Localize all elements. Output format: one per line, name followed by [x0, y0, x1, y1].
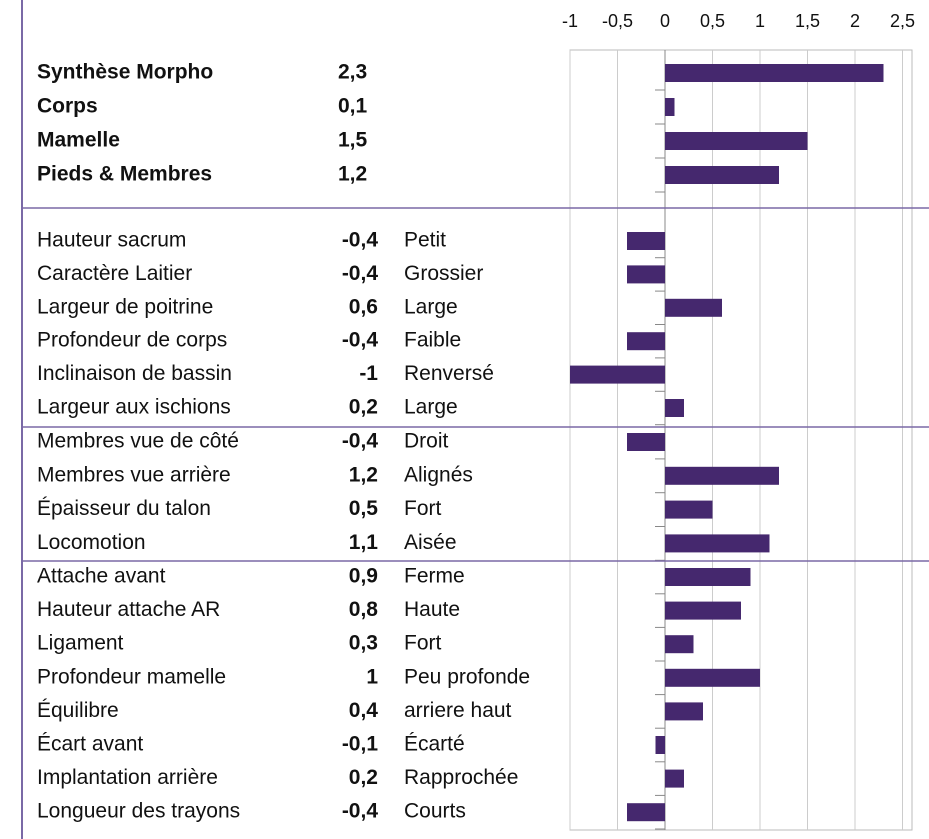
row-name: Largeur de poitrine	[37, 295, 213, 318]
row-name: Caractère Laitier	[37, 262, 192, 285]
row-descriptor: Peu profonde	[404, 665, 530, 688]
bar	[665, 399, 684, 417]
bar	[627, 433, 665, 451]
row-name: Ligament	[37, 632, 124, 655]
row-descriptor: Rapprochée	[404, 766, 518, 789]
row-descriptor: Écarté	[404, 733, 465, 756]
bar	[665, 702, 703, 721]
row-value: 1	[366, 665, 378, 688]
row-name: Inclinaison de bassin	[37, 362, 232, 385]
bar	[665, 568, 751, 586]
bar	[665, 98, 675, 116]
bar	[665, 64, 884, 82]
row-name: Équilibre	[37, 699, 119, 722]
row-name: Hauteur sacrum	[37, 229, 186, 252]
row-descriptor: Renversé	[404, 362, 494, 385]
bar	[627, 803, 665, 822]
row-name: Membres vue arrière	[37, 463, 231, 486]
row-descriptor: Grossier	[404, 262, 483, 285]
bar	[665, 635, 694, 654]
row-name: Profondeur mamelle	[37, 665, 226, 688]
bar	[627, 332, 665, 351]
x-tick-label: -0,5	[602, 11, 633, 31]
row-name: Attache avant	[37, 565, 166, 588]
x-tick-label: 1,5	[795, 11, 820, 31]
row-descriptor: Courts	[404, 800, 466, 823]
row-name: Épaisseur du talon	[37, 497, 211, 520]
row-name: Profondeur de corps	[37, 329, 227, 352]
row-value: 1,2	[338, 163, 367, 186]
row-descriptor: Haute	[404, 598, 460, 621]
row-value: 0,9	[349, 565, 378, 588]
row-value: -0,4	[342, 262, 379, 285]
row-name: Hauteur attache AR	[37, 598, 220, 621]
bar	[665, 466, 779, 485]
row-value: 0,1	[338, 95, 368, 118]
row-value: -0,1	[342, 733, 379, 756]
row-name: Largeur aux ischions	[37, 396, 231, 419]
row-value: 1,1	[349, 531, 379, 554]
row-name: Corps	[37, 95, 98, 118]
x-tick-label: 2,5	[890, 11, 915, 31]
row-value: -0,4	[342, 430, 379, 453]
row-name: Mamelle	[37, 129, 120, 152]
row-name: Synthèse Morpho	[37, 61, 213, 84]
bar	[655, 736, 665, 754]
x-tick-label: 2	[850, 11, 860, 31]
row-value: -0,4	[342, 329, 379, 352]
bar	[665, 534, 770, 553]
bar	[665, 132, 808, 150]
row-value: -1	[359, 362, 378, 385]
bar	[665, 500, 713, 519]
row-value: -0,4	[342, 800, 379, 823]
row-value: 0,2	[349, 766, 378, 789]
row-descriptor: Droit	[404, 430, 449, 453]
row-value: 0,6	[349, 295, 378, 318]
x-tick-label: 1	[755, 11, 765, 31]
row-value: 0,5	[349, 497, 379, 520]
x-tick-label: 0,5	[700, 11, 725, 31]
row-descriptor: Faible	[404, 329, 461, 352]
row-name: Pieds & Membres	[37, 163, 212, 186]
row-descriptor: Fort	[404, 497, 442, 520]
bar	[665, 298, 722, 317]
bar	[627, 265, 665, 284]
bar	[665, 601, 741, 620]
row-name: Longueur des trayons	[37, 800, 240, 823]
row-descriptor: Ferme	[404, 565, 465, 588]
row-descriptor: Large	[404, 396, 458, 419]
bar	[665, 668, 760, 687]
row-value: -0,4	[342, 229, 379, 252]
bar	[665, 166, 779, 184]
row-value: 0,8	[349, 598, 379, 621]
row-descriptor: Fort	[404, 632, 442, 655]
bar	[665, 769, 684, 788]
bar	[627, 232, 665, 250]
row-name: Locomotion	[37, 531, 146, 554]
row-value: 0,4	[349, 699, 379, 722]
row-name: Écart avant	[37, 733, 143, 756]
bar	[570, 365, 665, 384]
row-descriptor: Aisée	[404, 531, 457, 554]
row-value: 0,2	[349, 396, 378, 419]
x-tick-label: 0	[660, 11, 670, 31]
row-descriptor: Alignés	[404, 463, 473, 486]
row-value: 2,3	[338, 61, 367, 84]
row-value: 1,2	[349, 463, 378, 486]
row-descriptor: arriere haut	[404, 699, 512, 722]
row-descriptor: Large	[404, 295, 458, 318]
row-descriptor: Petit	[404, 229, 446, 252]
row-value: 1,5	[338, 129, 368, 152]
row-name: Membres vue de côté	[37, 430, 239, 453]
row-value: 0,3	[349, 632, 378, 655]
x-tick-label: -1	[562, 11, 578, 31]
row-name: Implantation arrière	[37, 766, 218, 789]
